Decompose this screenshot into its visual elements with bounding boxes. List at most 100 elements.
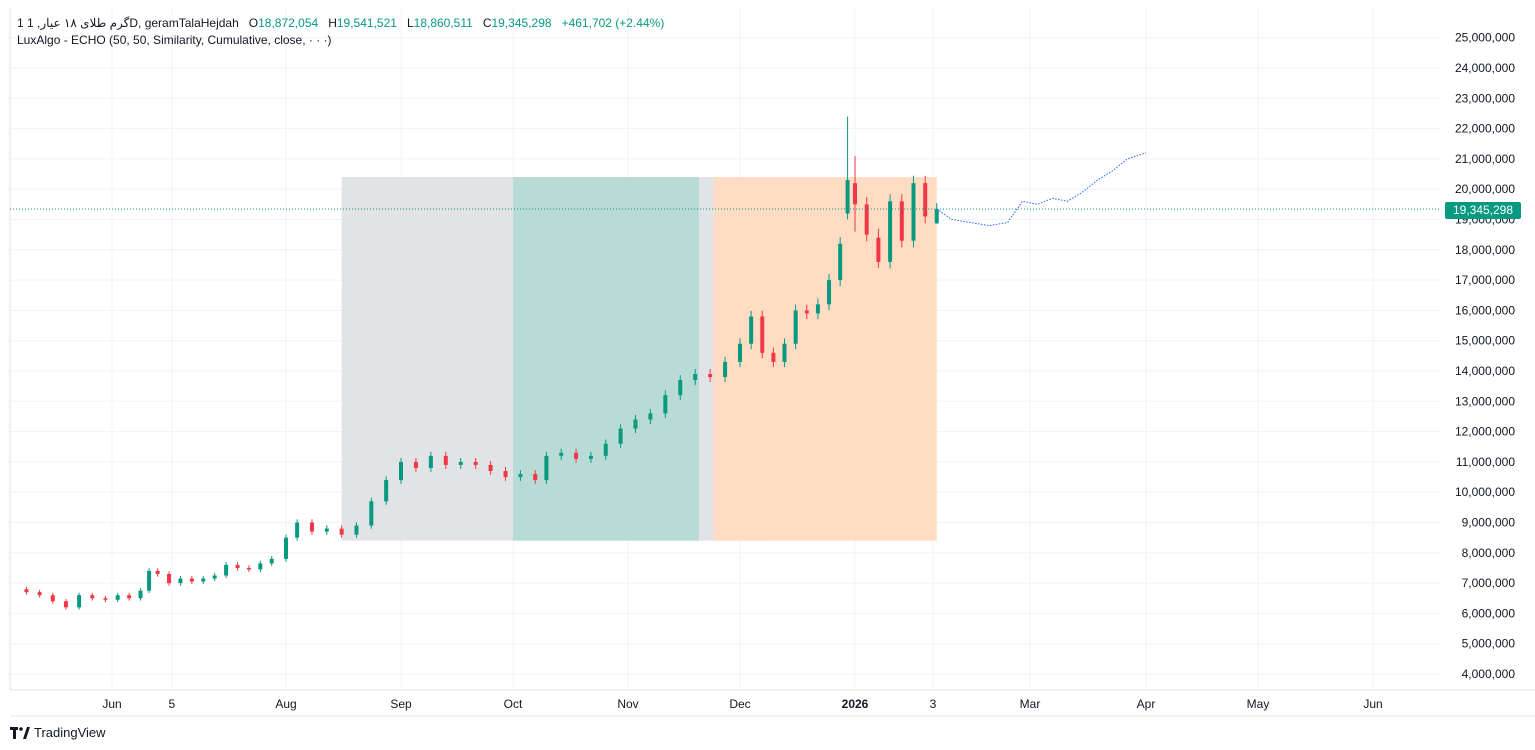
forecast-line	[936, 152, 1147, 227]
candle-body	[235, 564, 240, 568]
low-value: 18,860,511	[413, 16, 473, 30]
region-match	[513, 177, 699, 541]
candle-body	[827, 280, 832, 305]
candle-body	[760, 316, 765, 353]
indicator-legend[interactable]: LuxAlgo - ECHO (50, 50, Similarity, Cumu…	[17, 32, 332, 48]
candle-body	[428, 455, 433, 468]
candle-body	[324, 528, 329, 532]
candle-body	[911, 183, 916, 241]
time-tick-label: Aug	[275, 697, 296, 711]
price-tick-label: 20,000,000	[1455, 182, 1515, 196]
price-tick-label: 5,000,000	[1462, 637, 1516, 651]
candle-body	[212, 575, 217, 579]
candle-body	[888, 201, 893, 262]
price-axis[interactable]: 4,000,000 5,000,000 6,000,000 7,000,000 8,00…	[1455, 31, 1515, 681]
time-tick-label: Sep	[390, 697, 412, 711]
echo-forecast	[936, 152, 1147, 227]
last-price-label: 19,345,298	[1445, 202, 1521, 219]
open-value: 18,872,054	[258, 16, 319, 30]
candle-body	[167, 574, 172, 584]
candle-body	[853, 183, 857, 205]
time-tick-label: Nov	[617, 697, 638, 711]
candle-body	[399, 461, 403, 481]
candle-body	[413, 461, 418, 468]
candle-body	[138, 590, 143, 599]
candle-body	[37, 592, 42, 596]
price-tick-label: 9,000,000	[1462, 516, 1516, 530]
candle-body	[782, 343, 787, 362]
price-tick-label: 21,000,000	[1455, 152, 1515, 166]
candle-body	[269, 558, 274, 564]
candle-body	[354, 525, 359, 535]
candle-body	[458, 461, 463, 465]
candle-body	[155, 570, 160, 575]
candle-body	[189, 578, 194, 582]
price-tick-label: 18,000,000	[1455, 243, 1515, 257]
symbol-name[interactable]: 1 گرم طلای ۱۸ عیار, 1D, geramTalaHejdah	[17, 16, 239, 30]
time-tick-label: Apr	[1137, 697, 1156, 711]
price-tick-label: 11,000,000	[1456, 455, 1515, 469]
candle-body	[723, 361, 728, 378]
brand-label: TradingView	[34, 725, 106, 740]
time-tick-label: Mar	[1020, 697, 1041, 711]
candle-body	[309, 522, 314, 532]
price-tick-label: 14,000,000	[1455, 364, 1515, 378]
candle-body	[876, 237, 881, 262]
candle-body	[678, 380, 683, 396]
echo-regions	[341, 177, 937, 541]
change-value: +461,702 (+2.44%)	[561, 16, 665, 30]
candle-body	[50, 595, 55, 602]
price-tick-label: 17,000,000	[1455, 273, 1515, 287]
candle-body	[503, 470, 508, 478]
candle-body	[838, 243, 843, 281]
price-tick-label: 4,000,000	[1462, 667, 1516, 681]
candle-body	[201, 578, 206, 582]
tradingview-logo[interactable]: TradingView	[10, 725, 106, 740]
time-tick-label: May	[1247, 697, 1270, 711]
price-tick-label: 22,000,000	[1455, 122, 1515, 136]
price-tick-label: 6,000,000	[1462, 606, 1516, 620]
candle-body	[224, 564, 229, 576]
close-value: 19,345,298	[491, 16, 552, 30]
region-current	[713, 177, 937, 541]
candle-body	[693, 374, 698, 381]
tradingview-logo-icon	[10, 726, 30, 739]
time-tick-label: Oct	[504, 697, 523, 711]
time-tick-label: 3	[930, 697, 937, 711]
candle-body	[147, 570, 152, 591]
price-tick-label: 7,000,000	[1462, 576, 1516, 590]
candle-body	[603, 443, 608, 456]
time-tick-label: 5	[169, 697, 176, 711]
candle-body	[633, 419, 638, 429]
price-tick-label: 13,000,000	[1455, 394, 1515, 408]
time-axis[interactable]: Jun 5 Aug Sep Oct Nov Dec 2026 3 Mar Apr May Jun	[10, 689, 1535, 717]
candle-body	[899, 201, 904, 241]
candle-body	[384, 480, 389, 502]
symbol-legend: 1 گرم طلای ۱۸ عیار, 1D, geramTalaHejdah …	[17, 16, 665, 30]
candle-body	[258, 563, 263, 570]
candle-body	[793, 310, 798, 344]
candle-body	[90, 595, 95, 599]
candle-body	[771, 352, 776, 362]
price-tick-label: 8,000,000	[1462, 546, 1516, 560]
price-tick-label: 25,000,000	[1455, 31, 1515, 45]
candle-body	[103, 598, 108, 600]
price-tick-label: 24,000,000	[1455, 61, 1515, 75]
candle-body	[284, 537, 288, 559]
candle-body	[544, 455, 549, 481]
candle-body	[369, 501, 374, 526]
candle-body	[648, 413, 653, 420]
candle-body	[749, 316, 754, 344]
indicator-name[interactable]: LuxAlgo - ECHO (50, 50, Similarity, Cumu…	[17, 33, 332, 47]
time-tick-label: Jun	[1363, 697, 1382, 711]
time-tick-label: 2026	[842, 697, 869, 711]
candle-body	[845, 180, 850, 214]
candle-body	[708, 374, 713, 378]
candle-body	[63, 601, 68, 608]
candle-body	[804, 310, 809, 314]
time-tick-label: Jun	[102, 697, 121, 711]
candle-body	[574, 452, 579, 459]
candle-body	[488, 464, 493, 471]
candle-body	[815, 304, 820, 314]
